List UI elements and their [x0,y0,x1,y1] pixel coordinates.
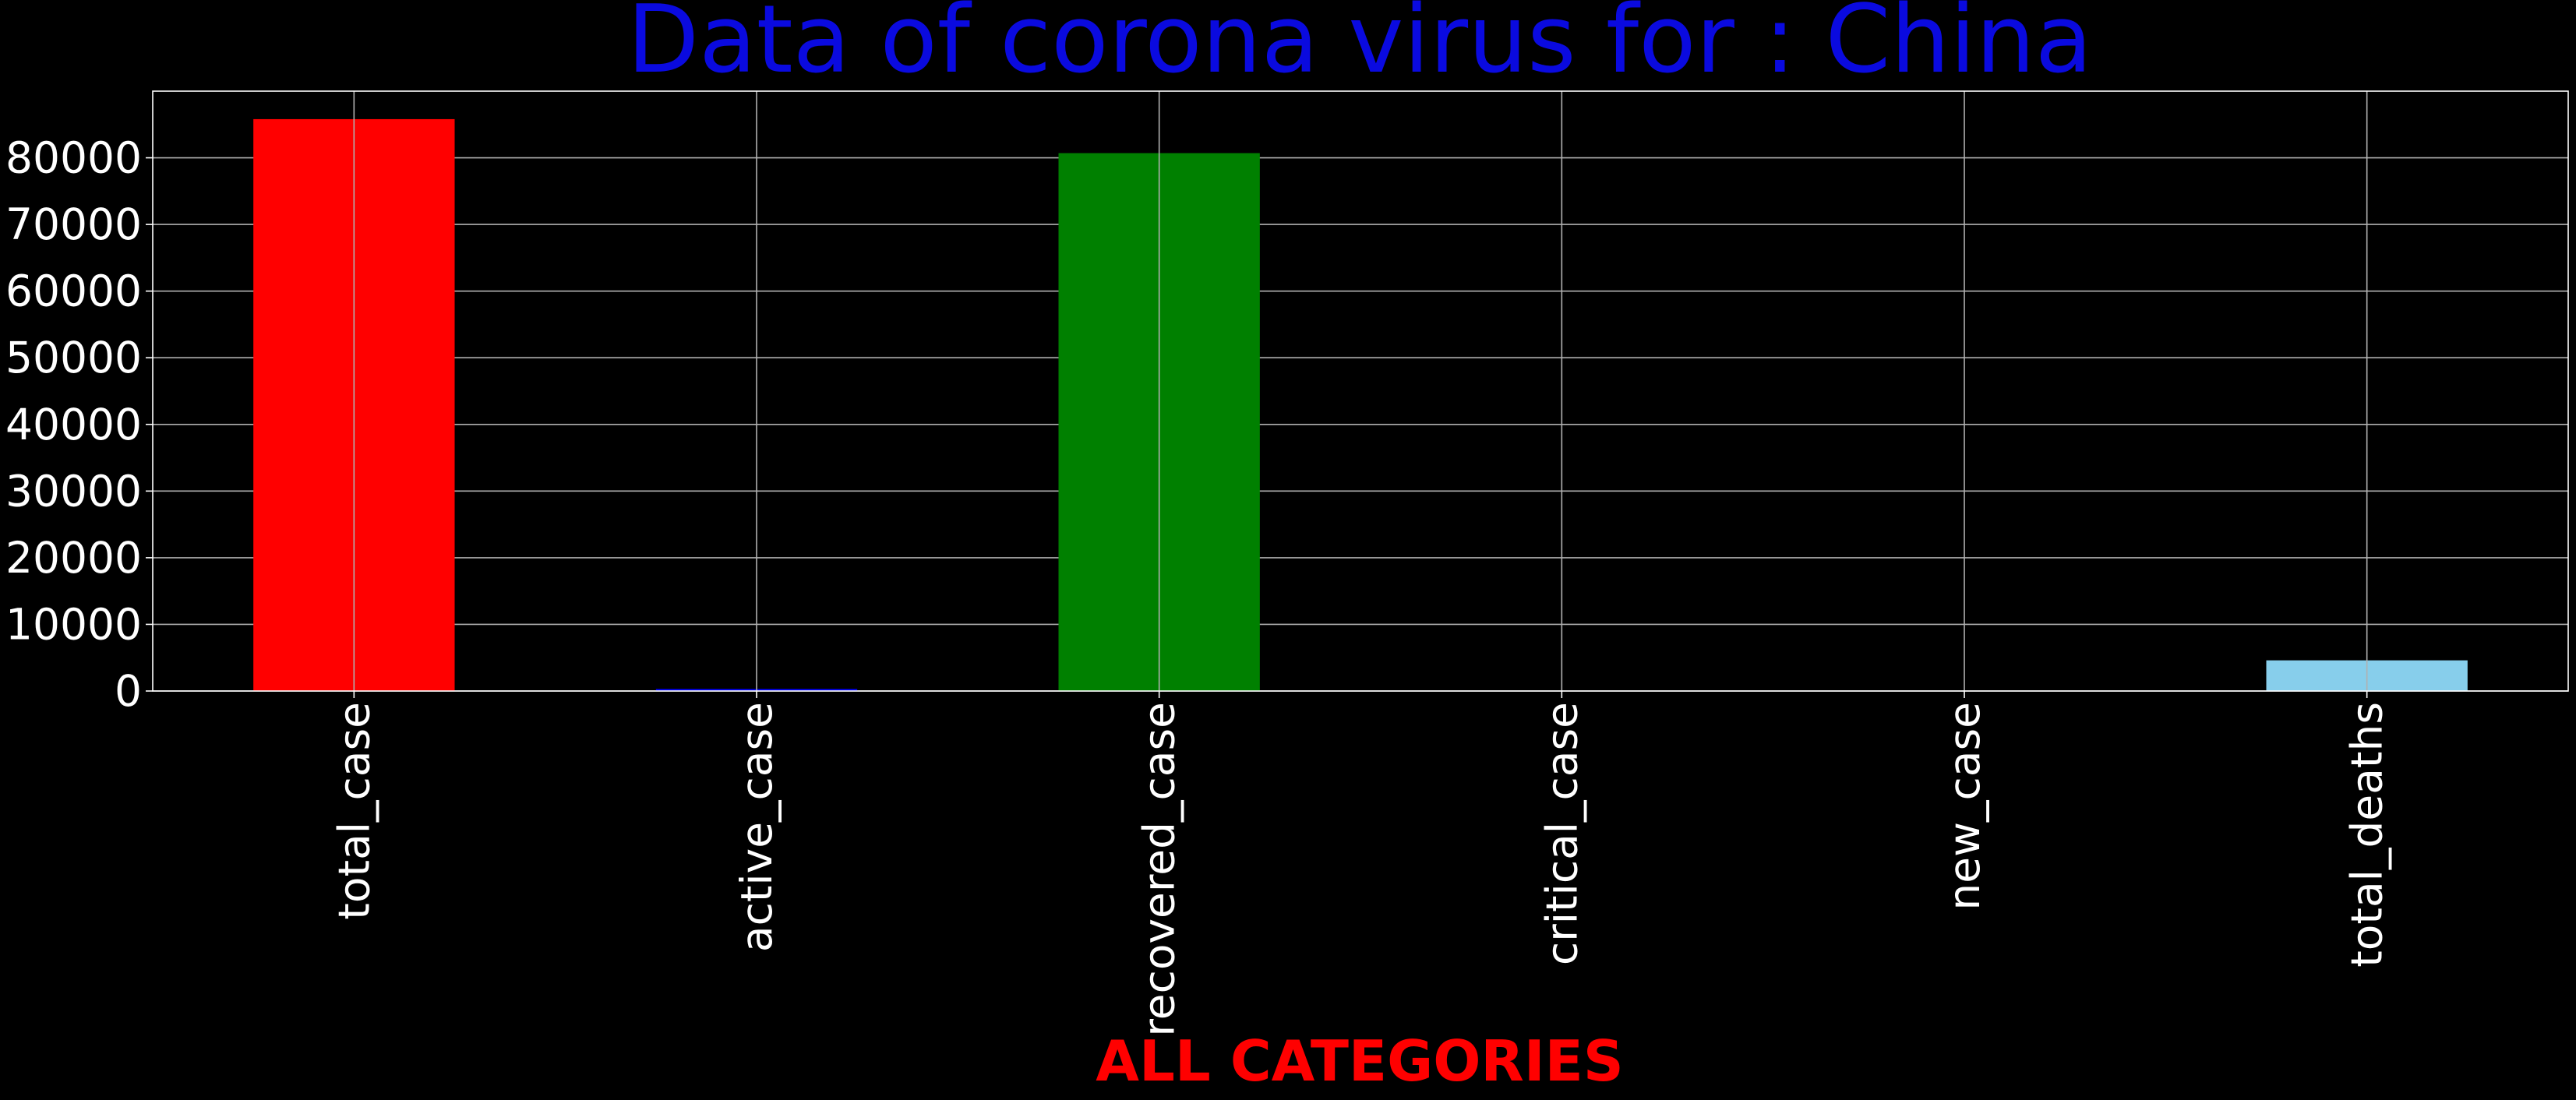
y-tick-label: 60000 [5,266,142,316]
x-axis-ticks: total_case active_case recovered_case criti… [329,691,2392,1037]
vertical-grid [353,91,2368,691]
y-tick-label: 80000 [5,133,142,183]
x-tick-label: total_case [329,702,379,920]
y-tick-label: 30000 [5,466,142,516]
plot-frame [152,90,2569,692]
x-tick-label: new_case [1939,702,1989,911]
x-tick-label: critical_case [1537,702,1586,965]
x-tick-label: recovered_case [1134,702,1184,1037]
x-tick-label: total_deaths [2342,702,2392,968]
chart-title: Data of corona virus for : China [627,0,2093,94]
x-axis-label: ALL CATEGORIES [1096,1028,1623,1094]
y-tick-label: 10000 [5,599,142,649]
y-tick-label: 20000 [5,533,142,583]
y-tick-label: 50000 [5,333,142,383]
y-tick-label: 40000 [5,400,142,450]
y-tick-label: 70000 [5,199,142,249]
y-tick-label: 0 [115,666,142,716]
y-axis-ticks: 0 10000 20000 30000 40000 50000 60000 70000 8000… [5,133,153,716]
x-tick-label: active_case [732,702,782,952]
